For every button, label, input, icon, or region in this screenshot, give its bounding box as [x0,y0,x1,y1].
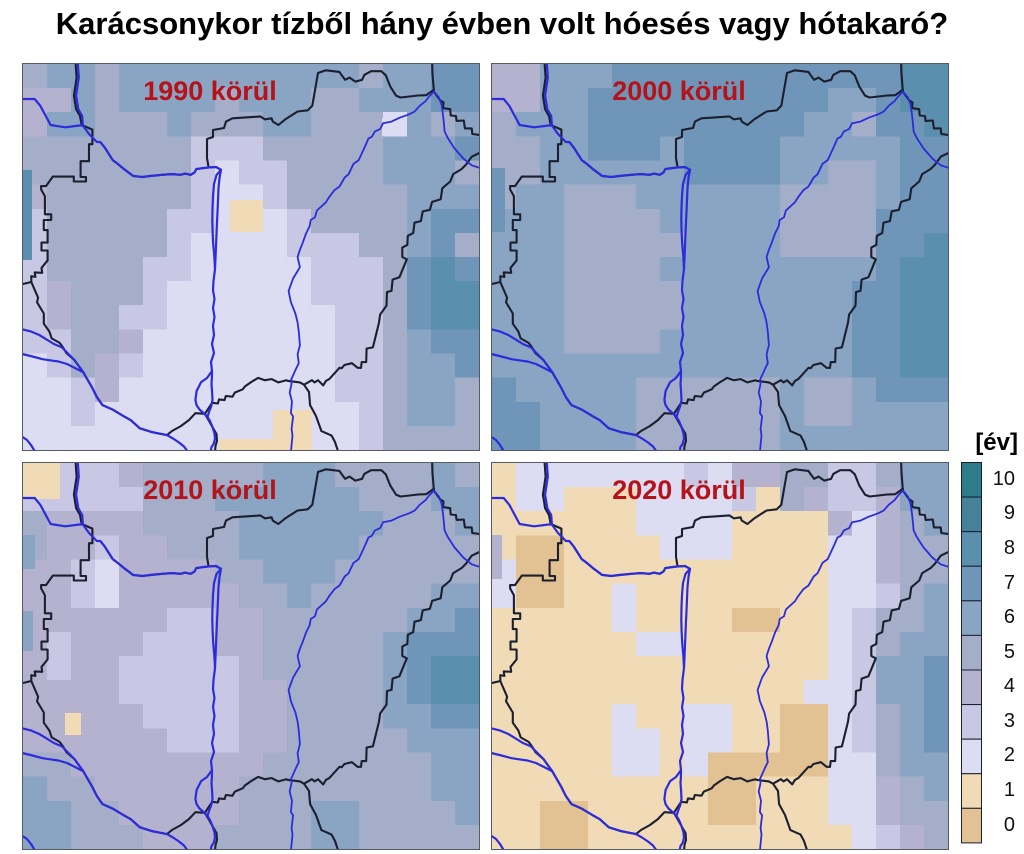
svg-text:2000 körül: 2000 körül [612,76,746,106]
svg-text:2020 körül: 2020 körül [612,475,746,505]
svg-text:1990 körül: 1990 körül [143,76,277,106]
svg-text:2010 körül: 2010 körül [143,475,277,505]
